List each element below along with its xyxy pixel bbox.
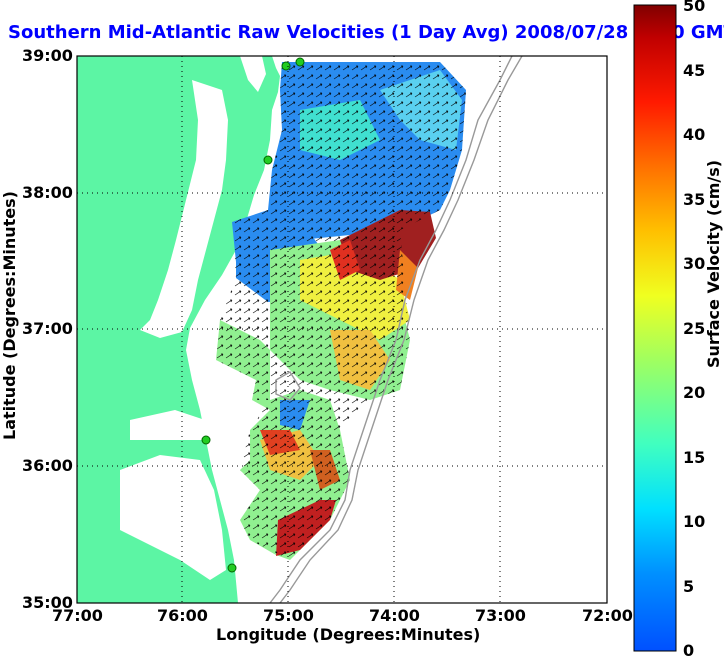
y-tick-label: 37:00 [22, 319, 73, 338]
colorbar-tick: 0 [683, 641, 695, 660]
pamlico-sound [120, 455, 226, 580]
colorbar-tick: 30 [683, 254, 706, 273]
station-marker [263, 155, 273, 165]
station-marker [227, 563, 237, 573]
x-axis-label: Longitude (Degrees:Minutes) [216, 625, 481, 644]
radar-stations [201, 57, 305, 573]
albemarle-sound [130, 410, 206, 440]
plot-frame [76, 55, 608, 604]
colorbar-tick: 15 [683, 448, 706, 467]
x-tick-label: 76:00 [157, 606, 208, 625]
station-marker [201, 435, 211, 445]
station-marker [295, 57, 305, 67]
colorbar-tick: 45 [683, 61, 706, 80]
x-tick-label: 75:00 [263, 606, 314, 625]
colorbar-tick: 50 [683, 0, 706, 15]
chesapeake-bay [140, 80, 228, 338]
delaware-bay [240, 56, 266, 92]
colorbar-tick: 40 [683, 125, 706, 144]
y-axis-label: Latitude (Degrees:Minutes) [0, 191, 19, 440]
bathymetry-contours [269, 56, 523, 603]
y-tick-label: 35:00 [22, 593, 73, 612]
y-tick-label: 39:00 [22, 46, 73, 65]
map-title: Southern Mid-Atlantic Raw Velocities (1 … [8, 22, 724, 43]
colorbar-tick: 35 [683, 190, 706, 209]
colorbar [633, 4, 677, 652]
x-tick-label: 73:00 [475, 606, 526, 625]
x-tick-label: 72:00 [582, 606, 633, 625]
x-tick-label: 77:00 [52, 606, 103, 625]
y-tick-label: 38:00 [22, 183, 73, 202]
colorbar-tick: 10 [683, 512, 706, 531]
colorbar-tick: 20 [683, 383, 706, 402]
velocity-field [216, 62, 466, 560]
colorbar-label: Surface Velocity (cm/s) [704, 159, 723, 368]
station-marker [281, 61, 291, 71]
x-tick-label: 74:00 [369, 606, 420, 625]
colorbar-tick: 25 [683, 319, 706, 338]
y-tick-label: 36:00 [22, 456, 73, 475]
map-grid [77, 56, 607, 603]
colorbar-tick: 5 [683, 577, 695, 596]
